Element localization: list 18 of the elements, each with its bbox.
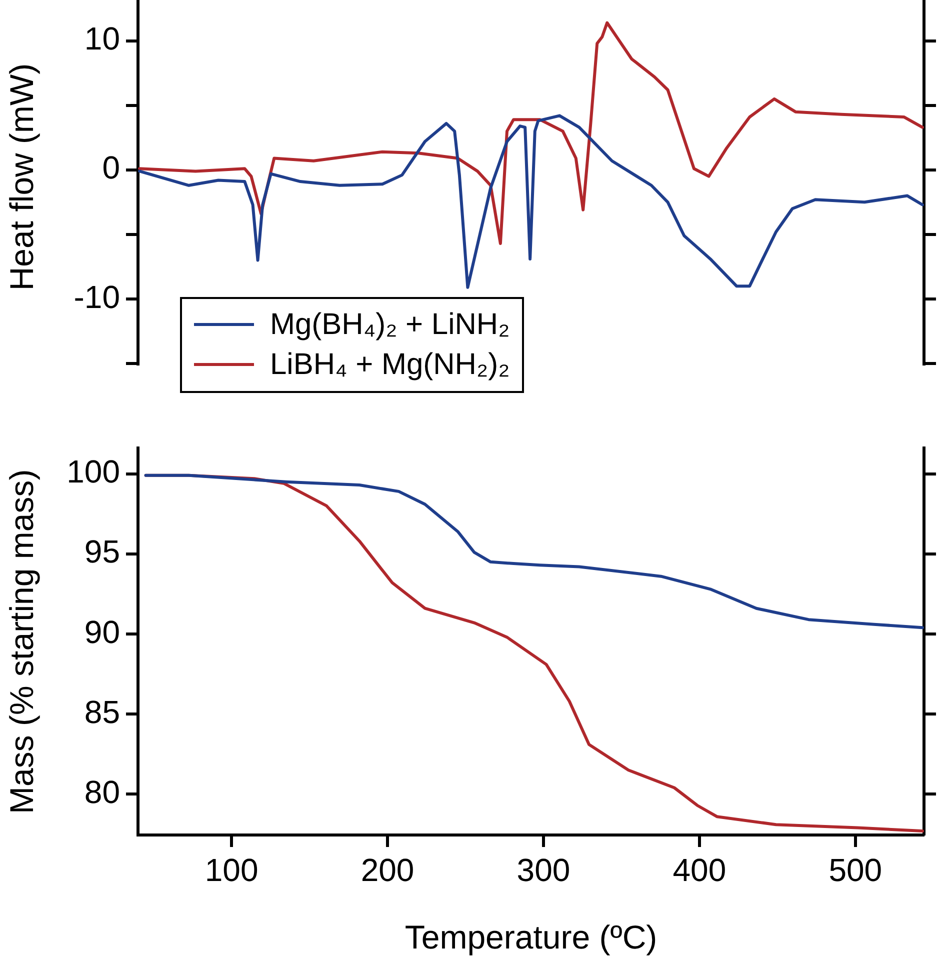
y-tick-label: 90 xyxy=(84,614,120,650)
y-axis-title: Heat flow (mW) xyxy=(2,63,40,291)
x-tick-label: 300 xyxy=(516,852,570,888)
y-tick-label: 0 xyxy=(102,150,120,186)
y-tick-label: 80 xyxy=(84,774,120,810)
y-tick-label: -10 xyxy=(74,278,120,315)
y-tick-label: 10 xyxy=(84,20,120,57)
legend-label: LiBH₄ + Mg(NH₂)₂ xyxy=(270,346,510,383)
y-axis-title: Mass (% starting mass) xyxy=(2,469,40,814)
x-tick-label: 200 xyxy=(360,852,414,888)
y-tick-label: 95 xyxy=(84,534,120,570)
y-tick-label: 100 xyxy=(66,454,120,490)
x-axis-title: Temperature (ºC) xyxy=(404,918,658,956)
y-tick-label: 85 xyxy=(84,694,120,730)
legend-label: Mg(BH₄)₂ + LiNH₂ xyxy=(270,306,510,343)
x-tick-label: 100 xyxy=(204,852,258,888)
x-tick-label: 500 xyxy=(828,852,882,888)
x-tick-label: 400 xyxy=(672,852,726,888)
